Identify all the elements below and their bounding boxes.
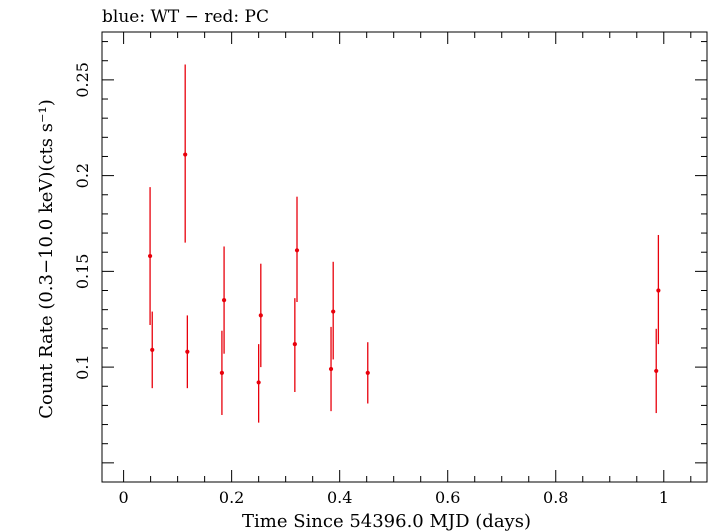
data-point	[654, 368, 659, 374]
x-axis-label: Time Since 54396.0 MJD (days)	[242, 511, 531, 532]
y-tick-label: 0.2	[73, 163, 92, 188]
data-point	[185, 349, 190, 354]
data-point	[256, 380, 261, 385]
x-axis: 0 0.2 0.4 0.6 0.8 1	[119, 32, 692, 507]
x-tick-label: 0	[119, 488, 129, 507]
y-tick-label: 0.1	[73, 354, 92, 379]
data-point	[656, 288, 661, 293]
y-tick-label: 0.15	[73, 254, 92, 290]
data-point	[292, 342, 297, 347]
x-tick-label: 1	[659, 488, 669, 507]
chart-title: blue: WT − red: PC	[102, 7, 269, 27]
data-points	[147, 64, 661, 423]
data-point	[147, 253, 153, 259]
data-point	[294, 248, 300, 253]
plot-frame	[101, 31, 708, 483]
y-axis: 0.1 0.15 0.2 0.25	[73, 41, 707, 483]
x-tick-label: 0.4	[327, 488, 352, 507]
data-point	[219, 370, 225, 375]
y-axis-label: Count Rate (0.3−10.0 keV)(cts s⁻¹)	[36, 99, 57, 418]
data-point	[221, 297, 227, 303]
data-point	[183, 152, 188, 157]
data-point	[150, 347, 155, 352]
x-tick-label: 0.6	[435, 488, 460, 507]
x-tick-label: 0.8	[543, 488, 568, 507]
x-tick-label: 0.2	[219, 488, 244, 507]
data-point	[258, 313, 263, 318]
data-point	[331, 309, 336, 314]
y-tick-label: 0.25	[73, 62, 92, 98]
data-point	[328, 366, 334, 372]
data-point	[365, 370, 370, 375]
